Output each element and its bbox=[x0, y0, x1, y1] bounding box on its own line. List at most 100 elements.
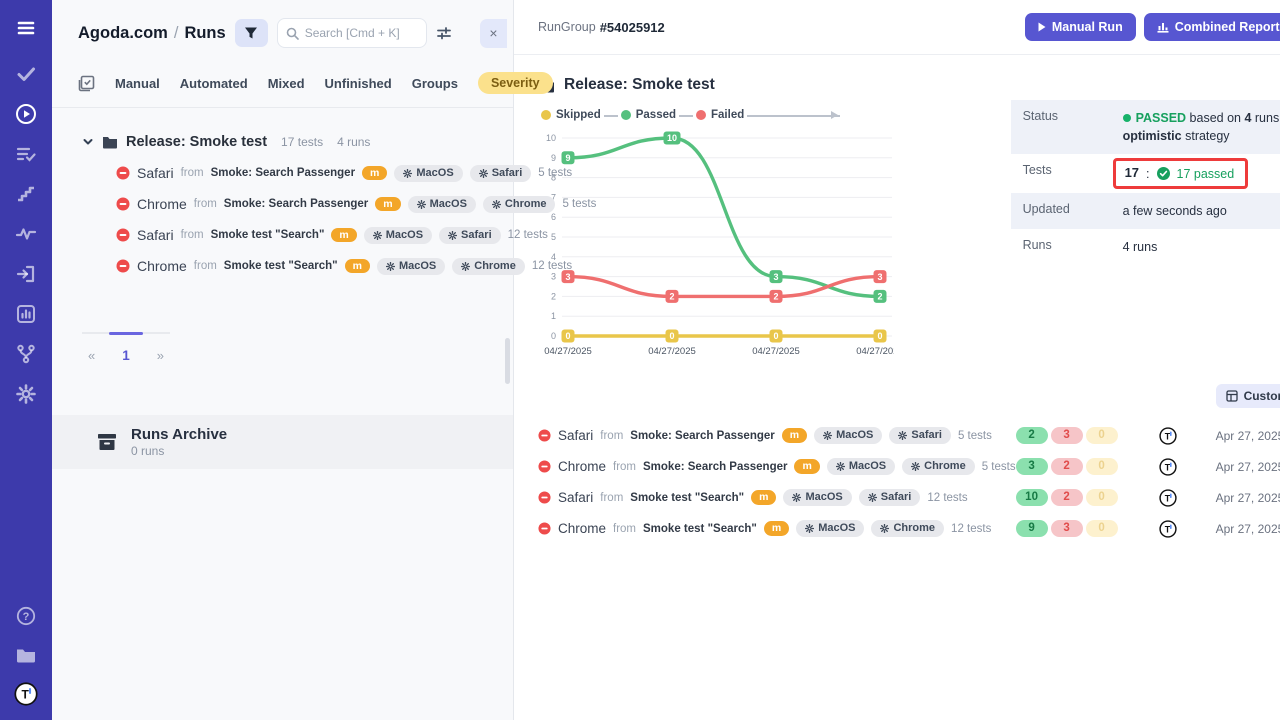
run-browser-name[interactable]: Chrome bbox=[137, 258, 187, 274]
run-group-name[interactable]: Release: Smoke test bbox=[126, 134, 268, 150]
pagination-prev-button[interactable]: « bbox=[88, 348, 96, 363]
status-passed-text: PASSED bbox=[1135, 111, 1187, 125]
status-strategy: optimistic bbox=[1122, 129, 1182, 144]
search-box[interactable] bbox=[276, 18, 427, 48]
chevron-down-icon[interactable] bbox=[82, 136, 94, 148]
detail-row-runs: Runs 4 runs bbox=[1011, 229, 1280, 265]
result-pills: 2 3 0 bbox=[1015, 426, 1120, 445]
menu-icon[interactable] bbox=[14, 16, 38, 40]
play-icon bbox=[1038, 22, 1046, 32]
tree-run-row[interactable]: Chrome from Smoke test "Search" m MacOS … bbox=[82, 257, 572, 275]
skipped-count-pill: 0 bbox=[1085, 426, 1118, 445]
run-browser-name[interactable]: Safari bbox=[137, 227, 174, 243]
run-list-row[interactable]: Safari from Smoke test "Search" m MacOS … bbox=[538, 482, 1280, 513]
status-value: PASSED based on 4 runs with optimistic s… bbox=[1122, 109, 1280, 145]
manual-run-button[interactable]: Manual Run bbox=[1024, 13, 1136, 41]
search-settings-button[interactable] bbox=[436, 25, 452, 41]
failed-status-icon bbox=[116, 166, 130, 180]
run-browser-name[interactable]: Safari bbox=[558, 490, 594, 505]
gear-icon bbox=[372, 230, 382, 240]
select-all-icon[interactable] bbox=[78, 75, 95, 92]
tree-run-row[interactable]: Safari from Smoke test "Search" m MacOS … bbox=[82, 226, 548, 244]
settings-gear-icon[interactable] bbox=[14, 382, 38, 406]
legend-dot-icon bbox=[541, 110, 551, 120]
svg-text:0: 0 bbox=[551, 331, 556, 341]
tab-unfinished[interactable]: Unfinished bbox=[324, 75, 392, 91]
run-date: Apr 27, 2025 5:53 PM bbox=[1215, 521, 1280, 536]
run-tests-count: 12 tests bbox=[927, 491, 968, 504]
manual-flag-badge: m bbox=[794, 459, 820, 474]
projects-folder-icon[interactable] bbox=[14, 643, 38, 667]
svg-text:0: 0 bbox=[773, 331, 778, 341]
tab-groups[interactable]: Groups bbox=[411, 75, 458, 91]
run-list-row[interactable]: Safari from Smoke: Search Passenger m Ma… bbox=[538, 420, 1280, 451]
passed-count-pill: 10 bbox=[1015, 488, 1048, 507]
failed-status-icon bbox=[116, 228, 130, 242]
legend-item-passed: Passed bbox=[617, 109, 680, 121]
run-list-row[interactable]: Chrome from Smoke: Search Passenger m Ma… bbox=[538, 451, 1280, 482]
manual-flag-badge: m bbox=[763, 521, 790, 536]
run-group-row[interactable]: Release: Smoke test 17 tests 4 runs bbox=[82, 134, 505, 150]
run-browser-name[interactable]: Chrome bbox=[558, 521, 607, 536]
svg-text:T: T bbox=[21, 687, 29, 701]
reports-chart-icon[interactable] bbox=[14, 302, 38, 326]
chart-legend: Skipped Passed Failed bbox=[538, 106, 910, 124]
run-tests-count: 5 tests bbox=[981, 460, 1016, 473]
close-panel-button[interactable]: × bbox=[480, 18, 507, 48]
run-from-label: from bbox=[193, 198, 217, 210]
test-plans-icon[interactable] bbox=[14, 142, 38, 166]
run-browser-name[interactable]: Safari bbox=[558, 428, 594, 443]
tests-total: 17 bbox=[1124, 165, 1140, 181]
detail-row-tests: Tests 17 : 17 passed bbox=[1011, 154, 1280, 193]
tests-colon: : bbox=[1146, 166, 1150, 181]
env-badge-os: MacOS bbox=[394, 164, 463, 182]
manual-flag-badge: m bbox=[751, 490, 777, 505]
run-list-row[interactable]: Chrome from Smoke test "Search" m MacOS … bbox=[538, 513, 1280, 544]
run-from-label: from bbox=[600, 429, 624, 442]
runs-play-icon[interactable] bbox=[14, 102, 38, 126]
manual-flag-badge: m bbox=[331, 227, 357, 243]
help-icon[interactable]: ? bbox=[14, 604, 38, 628]
scrollbar-thumb[interactable] bbox=[505, 338, 510, 384]
filter-button[interactable] bbox=[234, 19, 268, 47]
breadcrumb-project[interactable]: Agoda.com bbox=[78, 23, 168, 42]
tree-run-row[interactable]: Safari from Smoke: Search Passenger m Ma… bbox=[82, 164, 572, 182]
search-input[interactable] bbox=[304, 26, 418, 40]
gear-icon bbox=[478, 168, 488, 178]
legend-item-failed: Failed bbox=[693, 109, 748, 121]
status-label: Status bbox=[1022, 109, 1059, 123]
result-pills: 9 3 0 bbox=[1015, 519, 1120, 538]
check-circle-icon bbox=[1156, 167, 1170, 181]
gear-icon bbox=[880, 524, 890, 533]
run-browser-name[interactable]: Chrome bbox=[137, 196, 187, 212]
pulse-analytics-icon[interactable] bbox=[14, 222, 38, 246]
tab-severity[interactable]: Severity bbox=[477, 72, 553, 94]
svg-text:9: 9 bbox=[565, 153, 570, 163]
svg-text:?: ? bbox=[23, 611, 30, 623]
gear-icon bbox=[461, 261, 471, 271]
pagination-next-button[interactable]: » bbox=[156, 348, 164, 363]
tests-check-icon[interactable] bbox=[14, 62, 38, 86]
branches-icon[interactable] bbox=[14, 342, 38, 366]
profile-logo-icon[interactable]: T bbox=[14, 682, 38, 706]
tab-mixed[interactable]: Mixed bbox=[267, 75, 305, 91]
tab-manual[interactable]: Manual bbox=[115, 75, 160, 91]
import-icon[interactable] bbox=[14, 262, 38, 286]
runs-archive-item[interactable]: Runs Archive 0 runs bbox=[52, 415, 513, 469]
env-badge-browser: Safari bbox=[469, 164, 532, 182]
tests-label: Tests bbox=[1022, 163, 1052, 178]
skipped-count-pill: 0 bbox=[1085, 457, 1118, 476]
runs-value: 4 runs bbox=[1122, 240, 1158, 255]
tab-automated[interactable]: Automated bbox=[179, 75, 248, 91]
run-browser-name[interactable]: Chrome bbox=[558, 459, 607, 474]
combined-report-button[interactable]: Combined Report bbox=[1143, 13, 1280, 41]
custom-view-button[interactable]: Custom view bbox=[1215, 384, 1280, 408]
runs-filter-tabs: Manual Automated Mixed Unfinished Groups… bbox=[52, 48, 553, 108]
steps-icon[interactable] bbox=[14, 182, 38, 206]
updated-value: a few seconds ago bbox=[1122, 204, 1227, 219]
tree-run-row[interactable]: Chrome from Smoke: Search Passenger m Ma… bbox=[82, 195, 596, 213]
run-browser-name[interactable]: Safari bbox=[137, 165, 174, 181]
archive-title: Runs Archive bbox=[131, 426, 228, 443]
pagination-page-1[interactable]: 1 bbox=[110, 332, 142, 363]
env-badge-browser: Chrome bbox=[452, 257, 525, 275]
